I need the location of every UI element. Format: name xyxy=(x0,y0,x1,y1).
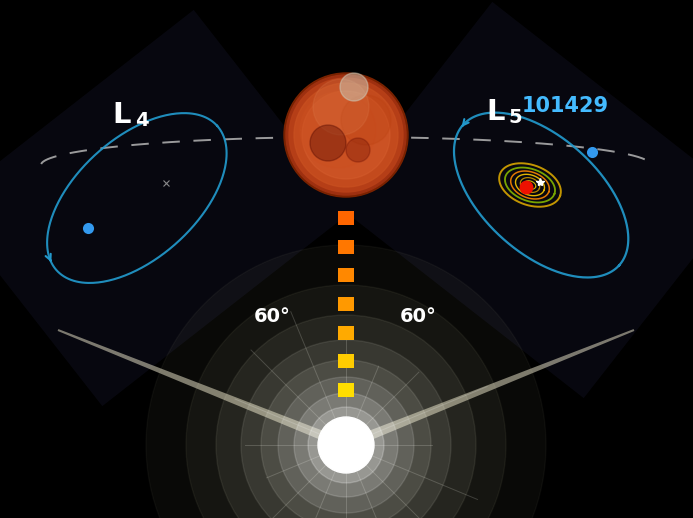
Text: 101429: 101429 xyxy=(522,96,609,116)
Circle shape xyxy=(278,377,414,513)
Circle shape xyxy=(294,393,398,497)
Text: 60°: 60° xyxy=(400,307,437,326)
Circle shape xyxy=(284,73,408,197)
Bar xyxy=(338,211,354,225)
Polygon shape xyxy=(0,10,351,406)
Circle shape xyxy=(289,78,403,192)
Text: 4: 4 xyxy=(135,111,148,130)
Circle shape xyxy=(186,285,506,518)
Circle shape xyxy=(326,425,366,465)
Circle shape xyxy=(308,407,384,483)
Circle shape xyxy=(294,83,398,187)
Bar xyxy=(338,268,354,282)
Circle shape xyxy=(346,138,370,162)
Circle shape xyxy=(330,429,362,461)
Bar xyxy=(338,297,354,311)
Circle shape xyxy=(286,75,406,195)
Text: 60°: 60° xyxy=(254,307,290,326)
Circle shape xyxy=(241,340,451,518)
Circle shape xyxy=(302,91,390,179)
Circle shape xyxy=(340,73,368,101)
Circle shape xyxy=(318,417,374,473)
Circle shape xyxy=(313,79,369,135)
Circle shape xyxy=(337,436,355,454)
Circle shape xyxy=(216,315,476,518)
Text: L: L xyxy=(486,98,505,126)
Bar xyxy=(338,354,354,368)
Circle shape xyxy=(310,125,346,161)
Bar xyxy=(338,326,354,340)
Bar xyxy=(338,240,354,254)
Circle shape xyxy=(320,419,372,471)
Polygon shape xyxy=(335,2,693,398)
Polygon shape xyxy=(344,329,634,450)
Circle shape xyxy=(300,92,376,168)
Circle shape xyxy=(261,360,431,518)
Text: L: L xyxy=(112,101,130,129)
Bar xyxy=(338,383,354,397)
Circle shape xyxy=(341,95,391,145)
Polygon shape xyxy=(58,329,348,450)
Text: 5: 5 xyxy=(508,108,522,127)
